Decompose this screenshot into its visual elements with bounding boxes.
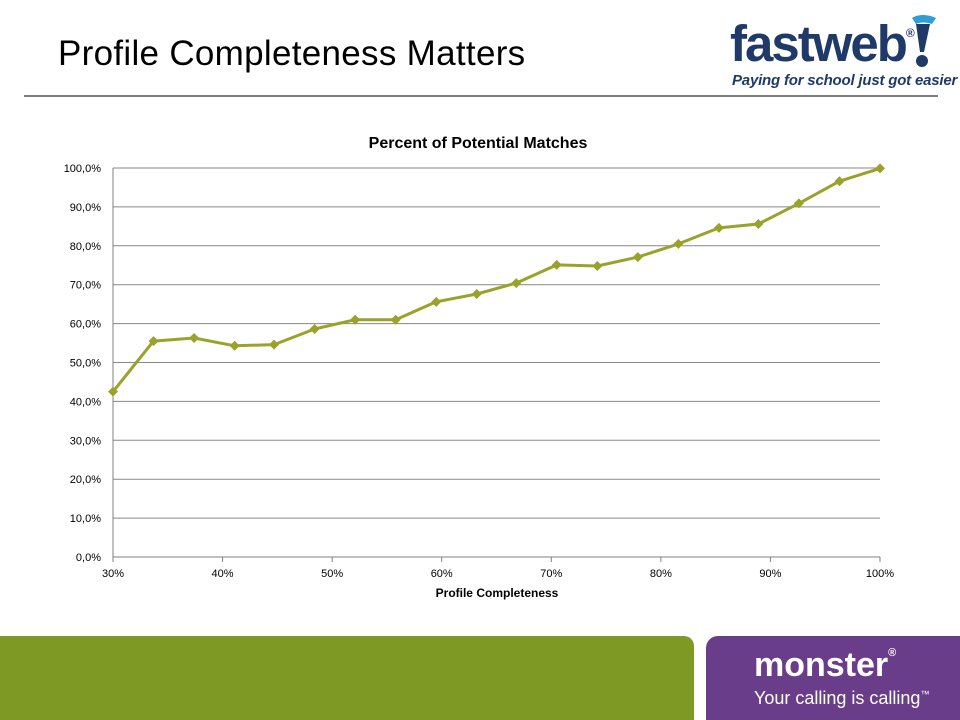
y-tick-label: 70,0% — [70, 280, 101, 292]
data-point — [511, 278, 522, 289]
data-point — [834, 176, 845, 187]
data-point — [875, 163, 885, 174]
y-tick-label: 50,0% — [70, 358, 101, 370]
y-tick-label: 0,0% — [76, 552, 101, 564]
data-point — [350, 314, 361, 325]
x-tick-label: 60% — [431, 568, 453, 580]
series-line — [111, 166, 881, 393]
y-tick-label: 60,0% — [70, 319, 101, 331]
x-tick-label: 30% — [102, 568, 124, 580]
data-point — [269, 339, 280, 350]
data-point — [793, 198, 804, 209]
data-point — [108, 386, 118, 397]
y-tick-label: 80,0% — [70, 241, 101, 253]
data-point — [431, 296, 442, 307]
monster-wordmark: monster® — [754, 646, 897, 684]
data-point — [471, 289, 482, 300]
chart-series — [108, 163, 885, 397]
footer-green-band — [0, 636, 694, 720]
exclamation-flag-icon — [912, 15, 936, 67]
chart-title: Percent of Potential Matches — [369, 135, 588, 152]
slide-title: Profile Completeness Matters — [58, 34, 526, 73]
data-point — [148, 336, 159, 347]
data-point — [592, 261, 603, 272]
chart-gridlines — [112, 167, 880, 558]
y-tick-label: 30,0% — [70, 435, 101, 447]
monster-footer: monster® Your calling is calling™ — [706, 636, 960, 720]
x-tick-label: 90% — [759, 568, 781, 580]
data-point — [309, 324, 320, 335]
data-point — [189, 332, 200, 343]
x-tick-label: 70% — [540, 568, 562, 580]
data-point — [551, 259, 562, 270]
fastweb-logo: fastweb® Paying for school just got easi… — [728, 14, 957, 90]
data-point — [753, 219, 764, 230]
fastweb-tagline: Paying for school just got easier — [732, 72, 958, 89]
y-tick-label: 40,0% — [70, 396, 101, 408]
monster-tagline: Your calling is calling™ — [754, 688, 930, 708]
y-tick-label: 90,0% — [70, 202, 101, 214]
line-chart: Percent of Potential Matches 0,0% 10,0% 20… — [64, 135, 895, 600]
data-point — [713, 222, 724, 233]
x-tick-label: 80% — [650, 568, 672, 580]
data-point — [390, 314, 401, 325]
x-axis-label: Profile Completeness — [436, 586, 559, 600]
x-tick-label: 100% — [866, 568, 894, 580]
data-point — [632, 252, 643, 263]
data-point — [673, 238, 684, 249]
fastweb-wordmark: fastweb® — [730, 15, 915, 72]
y-tick-label: 100,0% — [64, 163, 102, 175]
x-tick-label: 50% — [321, 568, 343, 580]
title-divider — [24, 95, 938, 97]
y-tick-label: 20,0% — [70, 474, 101, 486]
x-tick-label: 40% — [212, 568, 234, 580]
y-axis: 0,0% 10,0% 20,0% 30,0% 40,0% 50,0% 60,0% 70,0% 8… — [64, 163, 102, 564]
data-point — [229, 340, 240, 351]
x-axis: 30% 40% 50% 60% 70% 80% 90% 100% — [102, 557, 894, 580]
y-tick-label: 10,0% — [70, 513, 101, 525]
